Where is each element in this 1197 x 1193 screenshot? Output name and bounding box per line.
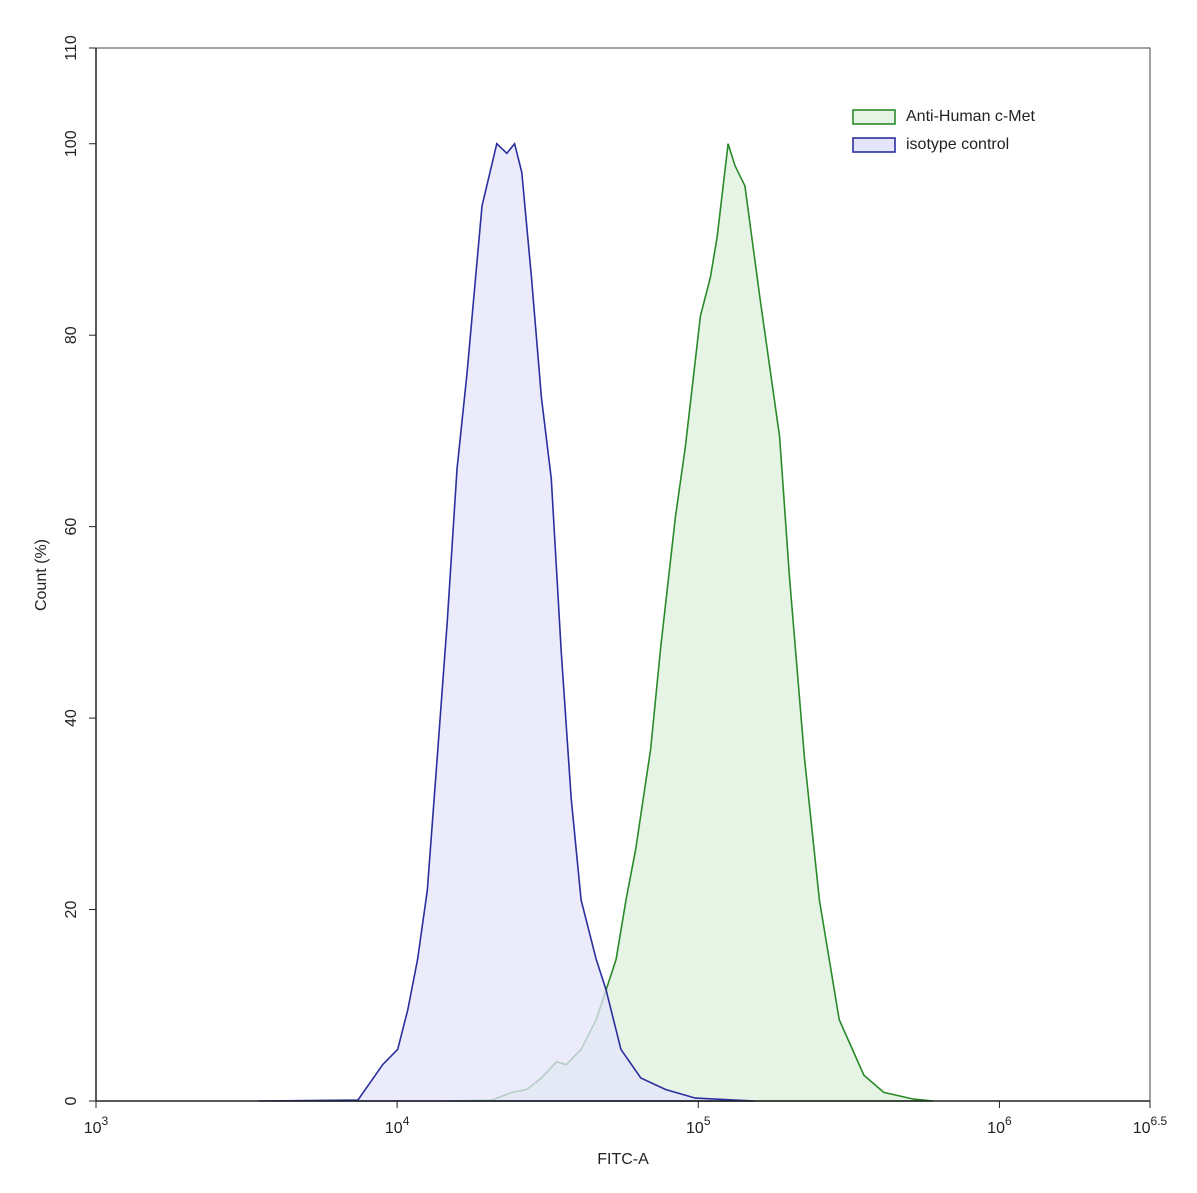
- y-tick-label: 20: [63, 901, 80, 919]
- x-axis-label: FITC-A: [597, 1151, 649, 1168]
- x-tick-label: 104: [385, 1114, 410, 1137]
- y-tick-label: 60: [63, 518, 80, 536]
- legend-label: isotype control: [906, 136, 1009, 153]
- x-tick-base: 10: [686, 1120, 704, 1137]
- x-tick-label: 106.5: [1133, 1114, 1168, 1137]
- y-axis-label: Count (%): [33, 539, 50, 611]
- histogram-curve: [258, 141, 755, 1102]
- x-tick-exponent: 5: [704, 1114, 711, 1128]
- x-tick-label: 103: [84, 1114, 109, 1137]
- x-tick-base: 10: [1133, 1120, 1151, 1137]
- x-tick-exponent: 6: [1005, 1114, 1012, 1128]
- x-tick-exponent: 3: [102, 1114, 109, 1128]
- x-tick-label: 106: [987, 1114, 1012, 1137]
- x-tick-exponent: 4: [403, 1114, 410, 1128]
- legend-swatch: [852, 109, 896, 125]
- x-tick-exponent: 6.5: [1151, 1114, 1168, 1128]
- x-tick-label: 105: [686, 1114, 711, 1137]
- legend-swatch: [852, 137, 896, 153]
- y-tick-label: 80: [63, 326, 80, 344]
- x-tick-base: 10: [84, 1120, 102, 1137]
- x-tick-base: 10: [987, 1120, 1005, 1137]
- y-tick-label: 100: [63, 130, 80, 157]
- y-tick-label: 40: [63, 709, 80, 727]
- x-tick-base: 10: [385, 1120, 403, 1137]
- legend-label: Anti-Human c-Met: [906, 108, 1035, 125]
- y-tick-label: 0: [63, 1096, 80, 1105]
- y-tick-label: 110: [63, 35, 80, 61]
